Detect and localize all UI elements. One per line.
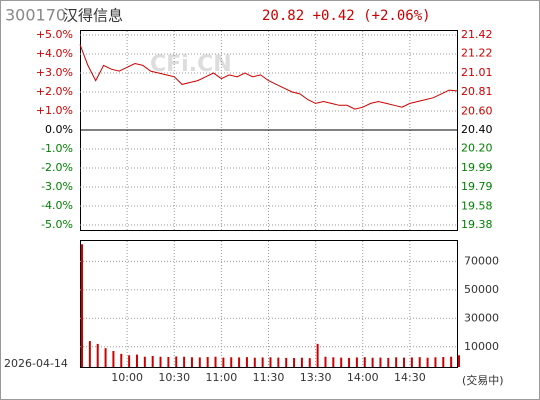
y-tick-label: 30000 <box>464 311 499 324</box>
x-tick-label: 10:30 <box>158 371 190 384</box>
volume-bar <box>245 357 248 367</box>
y2-tick-label: 20.60 <box>461 104 493 117</box>
y-tick-label: -2.0% <box>41 161 73 174</box>
y-tick-label: -5.0% <box>41 218 73 231</box>
volume-bar <box>159 356 162 367</box>
y2-tick-label: 20.40 <box>461 123 493 136</box>
volume-bar <box>143 356 146 367</box>
watermark: CFi.CN <box>150 52 232 77</box>
volume-bar <box>206 357 209 367</box>
volume-bar <box>458 355 460 367</box>
volume-bar <box>426 357 429 367</box>
volume-bar <box>395 357 398 367</box>
volume-bar <box>403 357 406 367</box>
volume-bar <box>363 357 366 367</box>
y-tick-label: +2.0% <box>36 85 73 98</box>
volume-bar <box>238 357 241 367</box>
volume-bar <box>112 351 115 367</box>
volume-bar <box>253 357 256 367</box>
volume-panel <box>80 240 458 368</box>
volume-bar <box>308 358 311 367</box>
volume-bar <box>128 355 131 367</box>
price-line <box>79 44 458 110</box>
volume-bar <box>214 356 217 367</box>
y-tick-label: +4.0% <box>36 47 73 60</box>
volume-bar <box>371 357 374 367</box>
y-tick-label: +3.0% <box>36 66 73 79</box>
y2-tick-label: 19.38 <box>461 218 493 231</box>
x-tick-label: 13:30 <box>300 371 332 384</box>
volume-bar <box>434 357 437 367</box>
volume-bar <box>316 343 319 367</box>
x-tick-label: 14:30 <box>394 371 426 384</box>
volume-bar <box>418 357 421 367</box>
volume-bar <box>269 357 272 367</box>
y-tick-label: -1.0% <box>41 142 73 155</box>
y2-tick-label: 21.22 <box>461 47 493 60</box>
volume-bar <box>355 357 358 367</box>
volume-bar <box>198 357 201 367</box>
volume-bar <box>348 357 351 367</box>
y2-tick-label: 21.42 <box>461 28 493 41</box>
y-tick-label: 0.0% <box>45 123 73 136</box>
volume-bar <box>222 357 225 367</box>
status: (交易中) <box>462 373 504 387</box>
volume-bar <box>81 244 83 367</box>
volume-bar <box>340 357 343 367</box>
volume-bar <box>410 357 413 367</box>
x-tick-label: 10:00 <box>111 371 143 384</box>
volume-bar <box>450 356 453 367</box>
x-tick-label: 11:30 <box>253 371 285 384</box>
volume-bar <box>442 357 445 367</box>
stock-name: 汉得信息 <box>63 7 123 25</box>
stock-code: 300170 <box>5 6 66 25</box>
date: 2026-04-14 <box>4 357 68 370</box>
volume-bar <box>277 357 280 367</box>
y2-tick-label: 20.20 <box>461 142 493 155</box>
y-tick-label: 70000 <box>464 254 499 267</box>
y-tick-label: 10000 <box>464 340 499 353</box>
volume-bar <box>183 356 186 367</box>
y2-tick-label: 19.79 <box>461 180 493 193</box>
volume-bar <box>285 357 288 367</box>
quote: 20.82 +0.42 (+2.06%) <box>262 8 431 24</box>
volume-bar <box>261 357 264 367</box>
y2-tick-label: 21.01 <box>461 66 493 79</box>
volume-bar <box>324 356 327 367</box>
volume-bar <box>293 358 296 367</box>
volume-bar <box>230 357 233 367</box>
volume-bar <box>135 354 138 367</box>
y-tick-label: +1.0% <box>36 104 73 117</box>
y-tick-label: -4.0% <box>41 199 73 212</box>
y-tick-label: -3.0% <box>41 180 73 193</box>
volume-bar <box>151 356 154 367</box>
y2-tick-label: 19.99 <box>461 161 493 174</box>
volume-bar <box>175 356 178 367</box>
volume-bar <box>387 357 390 367</box>
y2-tick-label: 20.81 <box>461 85 493 98</box>
volume-bar <box>104 348 107 367</box>
volume-bar <box>332 357 335 367</box>
volume-bar <box>190 357 193 367</box>
volume-bar <box>379 357 382 367</box>
y-tick-label: +5.0% <box>36 28 73 41</box>
y2-tick-label: 19.58 <box>461 199 493 212</box>
volume-bar <box>120 353 123 367</box>
volume-bar <box>300 357 303 367</box>
volume-bar <box>88 341 91 367</box>
volume-bar <box>167 357 170 367</box>
volume-bar <box>96 343 99 367</box>
y-tick-label: 50000 <box>464 283 499 296</box>
x-tick-label: 11:00 <box>206 371 238 384</box>
x-tick-label: 14:00 <box>347 371 379 384</box>
